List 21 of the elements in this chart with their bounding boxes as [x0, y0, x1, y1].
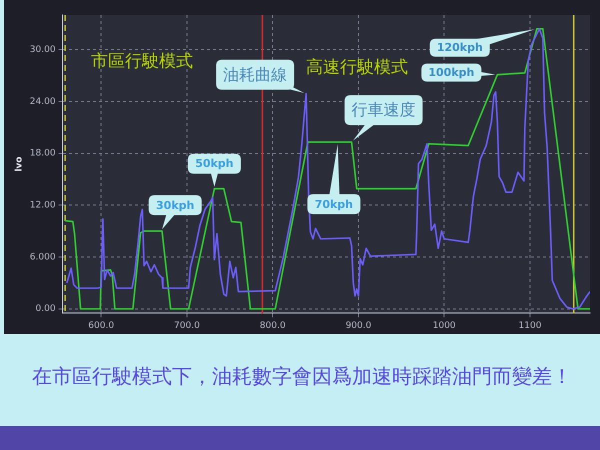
x-tick-label: 1100	[518, 320, 542, 331]
text: 在市區行駛模式下，油耗數字會因爲加速時踩踏油門而變差！	[32, 364, 572, 388]
y-tick-label: 6.000	[30, 252, 56, 262]
annotation: 120kph	[436, 41, 483, 54]
x-tick-label: 900.0	[346, 320, 372, 331]
annotation: 市區行駛模式	[91, 51, 193, 72]
annotation: 行車速度	[352, 100, 416, 120]
y-tick-label: 12.00	[30, 200, 56, 210]
annotation: 70kph	[314, 198, 354, 211]
annotation: 30kph	[156, 198, 194, 212]
x-tick-label: 600.0	[88, 320, 114, 331]
y-tick-label: 24.00	[30, 96, 56, 107]
x-tick-label: 1000	[432, 320, 456, 331]
y-tick-label: 30.00	[30, 44, 56, 55]
x-tick-label: 700.0	[174, 320, 200, 331]
annotation: 50kph	[195, 157, 234, 170]
annotation: 高速行駛模式	[306, 57, 408, 78]
x-tick-label: 800.0	[260, 320, 286, 331]
y-tick-label: 0.00	[36, 304, 56, 314]
y-tick-label: 18.00	[30, 148, 56, 159]
y-axis-title: lvo	[14, 156, 25, 172]
